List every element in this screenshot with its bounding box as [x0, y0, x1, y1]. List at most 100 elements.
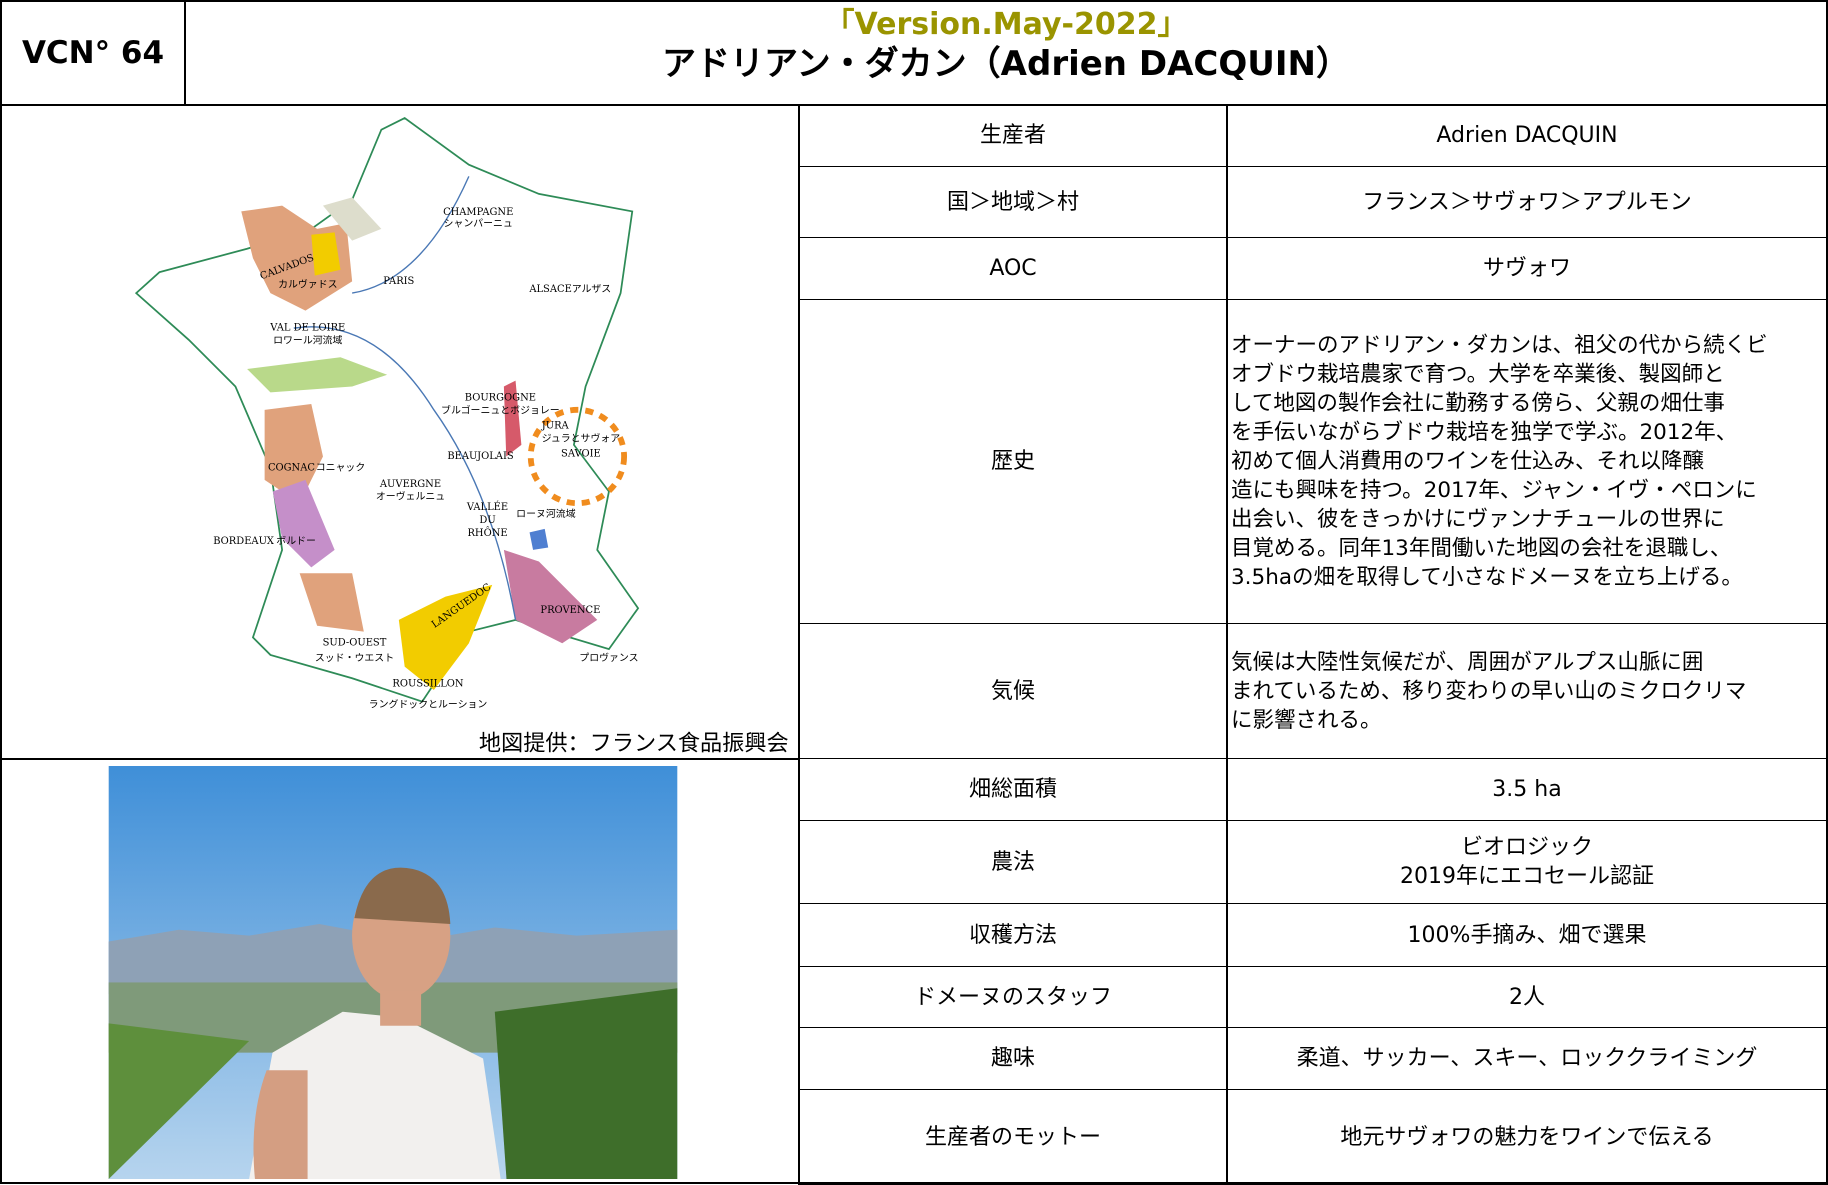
row-value: 3.5 ha	[1492, 777, 1562, 802]
row-value: フランス＞サヴォワ＞アプルモン	[1362, 189, 1692, 215]
map-label: ジュラとサヴォア	[542, 431, 621, 444]
map-label: CHAMPAGNE	[443, 207, 513, 218]
row-value: 気候は大陸性気候だが、周囲がアルプス山脈に囲	[1231, 649, 1704, 675]
row-value: 100%手摘み、畑で選果	[1407, 922, 1647, 948]
row-label-cell: 農法	[798, 820, 1228, 904]
row-label: 収穫方法	[968, 922, 1057, 948]
code: VCN° 64	[21, 35, 165, 71]
title-cell: 「Version.May-2022」 アドリアン・ダカン（Adrien DACQ…	[184, 0, 1828, 106]
row-label-cell: 国＞地域＞村	[798, 166, 1228, 238]
row-value-cell: サヴォワ	[1226, 237, 1828, 300]
row-value: を手伝いながらブドウ栽培を独学で学ぶ。2012年、	[1231, 420, 1738, 445]
row-value: して地図の製作会社に勤務する傍ら、父親の畑仕事	[1231, 391, 1725, 416]
region	[322, 197, 382, 241]
region	[503, 380, 522, 457]
map-label: PROVENCE	[540, 605, 600, 616]
row-value-cell: フランス＞サヴォワ＞アプルモン	[1226, 166, 1828, 238]
row-value-cell: 3.5 ha	[1226, 758, 1828, 821]
row-label-cell: ドメーヌのスタッフ	[798, 966, 1228, 1028]
map-label: ROUSSILLON	[392, 678, 464, 689]
row-value: ビオロジック	[1460, 835, 1593, 860]
row-label: 気候	[990, 678, 1035, 704]
map-label: ボルドー	[276, 535, 316, 547]
map-label: RHÔNE	[467, 527, 507, 539]
map-label: オーヴェルニュ	[376, 490, 445, 503]
row-value-cell: 地元サヴォワの魅力をワインで伝える	[1226, 1089, 1828, 1185]
code-cell: VCN° 64	[0, 0, 186, 106]
map-label: スッド・ウエスト	[315, 652, 394, 664]
row-label-cell: AOC	[798, 237, 1228, 300]
map-label: SUD-OUEST	[323, 638, 387, 649]
river	[293, 326, 517, 621]
map-label: BORDEAUX	[213, 536, 274, 547]
row-label-cell: 気候	[798, 623, 1228, 759]
row-label-cell: 畑総面積	[798, 758, 1228, 821]
row-value: 出会い、彼をきっかけにヴァンナチュールの世界に	[1231, 507, 1725, 532]
region	[264, 403, 323, 504]
region	[503, 549, 598, 644]
row-value: 3.5haの畑を取得して小さなドメーヌを立ち上げる。	[1231, 565, 1743, 590]
row-value: 造にも興味を持つ。2017年、ジャン・イヴ・ペロンに	[1231, 478, 1757, 503]
row-label: AOC	[989, 256, 1037, 281]
map-label: BEAUJOLAIS	[447, 451, 513, 462]
map-label: BOURGOGNE	[465, 392, 536, 403]
row-value-cell: 100%手摘み、畑で選果	[1226, 903, 1828, 967]
row-value: 初めて個人消費用のワインを仕込み、それ以降醸	[1231, 449, 1705, 474]
row-value-cell: 気候は大陸性気候だが、周囲がアルプス山脈に囲まれているため、移り変わりの早い山の…	[1226, 623, 1828, 759]
row-value: まれているため、移り変わりの早い山のミクロクリマ	[1231, 678, 1747, 704]
row-label: 国＞地域＞村	[946, 189, 1079, 215]
row-label: 生産者のモットー	[924, 1124, 1101, 1150]
region	[398, 584, 493, 690]
row-value-cell: ビオロジック 2019年にエコセール認証	[1226, 820, 1828, 904]
row-value: 目覚める。同年13年間働いた地図の会社を退職し、	[1231, 536, 1732, 561]
row-value: 2人	[1509, 984, 1545, 1010]
map-label: PARIS	[383, 276, 414, 287]
map-label: ALSACE	[528, 284, 571, 295]
map-label: カルヴァドス	[278, 277, 337, 290]
map-label: JURA	[541, 420, 570, 431]
row-value-cell: 2人	[1226, 966, 1828, 1028]
row-value: 2019年にエコセール認証	[1400, 864, 1654, 889]
map-label: ロワール河流域	[273, 333, 342, 346]
title: アドリアン・ダカン（Adrien DACQUIN）	[662, 44, 1350, 84]
map-label: VALLÉE	[466, 501, 508, 513]
row-value: 柔道、サッカー、スキー、ロッククライミング	[1296, 1046, 1758, 1071]
map-label: ブルゴーニュとボジョレー	[441, 403, 560, 416]
region	[311, 232, 341, 276]
map-cell: CHAMPAGNE シャンパーニュ CALVADOS カルヴァドス PARIS ALSAC…	[0, 104, 800, 760]
version: 「Version.May-2022」	[824, 7, 1188, 42]
row-value-cell: 柔道、サッカー、スキー、ロッククライミング	[1226, 1027, 1828, 1090]
map-label: ローヌ河流域	[516, 507, 576, 520]
row-label: 歴史	[990, 449, 1035, 474]
photo-cell	[0, 758, 800, 1184]
map-label: シャンパーニュ	[444, 218, 513, 230]
row-label-cell: 趣味	[798, 1027, 1228, 1090]
row-value: サヴォワ	[1482, 256, 1571, 281]
row-label-cell: 歴史	[798, 299, 1228, 624]
map-label: アルザス	[572, 283, 611, 295]
map-caption: 地図提供：フランス食品振興会	[479, 731, 789, 757]
map-label: プロヴァンス	[579, 651, 638, 664]
producer-photo	[108, 766, 678, 1179]
region	[299, 573, 364, 632]
row-label: 趣味	[990, 1046, 1035, 1071]
map-label: VAL DE LOIRE	[269, 322, 345, 333]
row-value-cell: Adrien DACQUIN	[1226, 104, 1828, 167]
row-value: Adrien DACQUIN	[1436, 123, 1618, 148]
river	[352, 176, 470, 294]
row-label: 畑総面積	[968, 777, 1057, 802]
map-label: COGNAC	[268, 463, 315, 474]
map-label: ラングドックとルーション	[369, 697, 488, 710]
region	[529, 528, 549, 550]
row-label-cell: 収穫方法	[798, 903, 1228, 967]
region	[272, 479, 335, 568]
row-label: 生産者	[979, 123, 1046, 148]
map-label: DU	[479, 515, 495, 526]
row-label: ドメーヌのスタッフ	[913, 984, 1112, 1010]
row-label: 農法	[990, 849, 1035, 875]
region	[247, 357, 388, 393]
row-label-cell: 生産者	[798, 104, 1228, 167]
region	[241, 205, 353, 311]
